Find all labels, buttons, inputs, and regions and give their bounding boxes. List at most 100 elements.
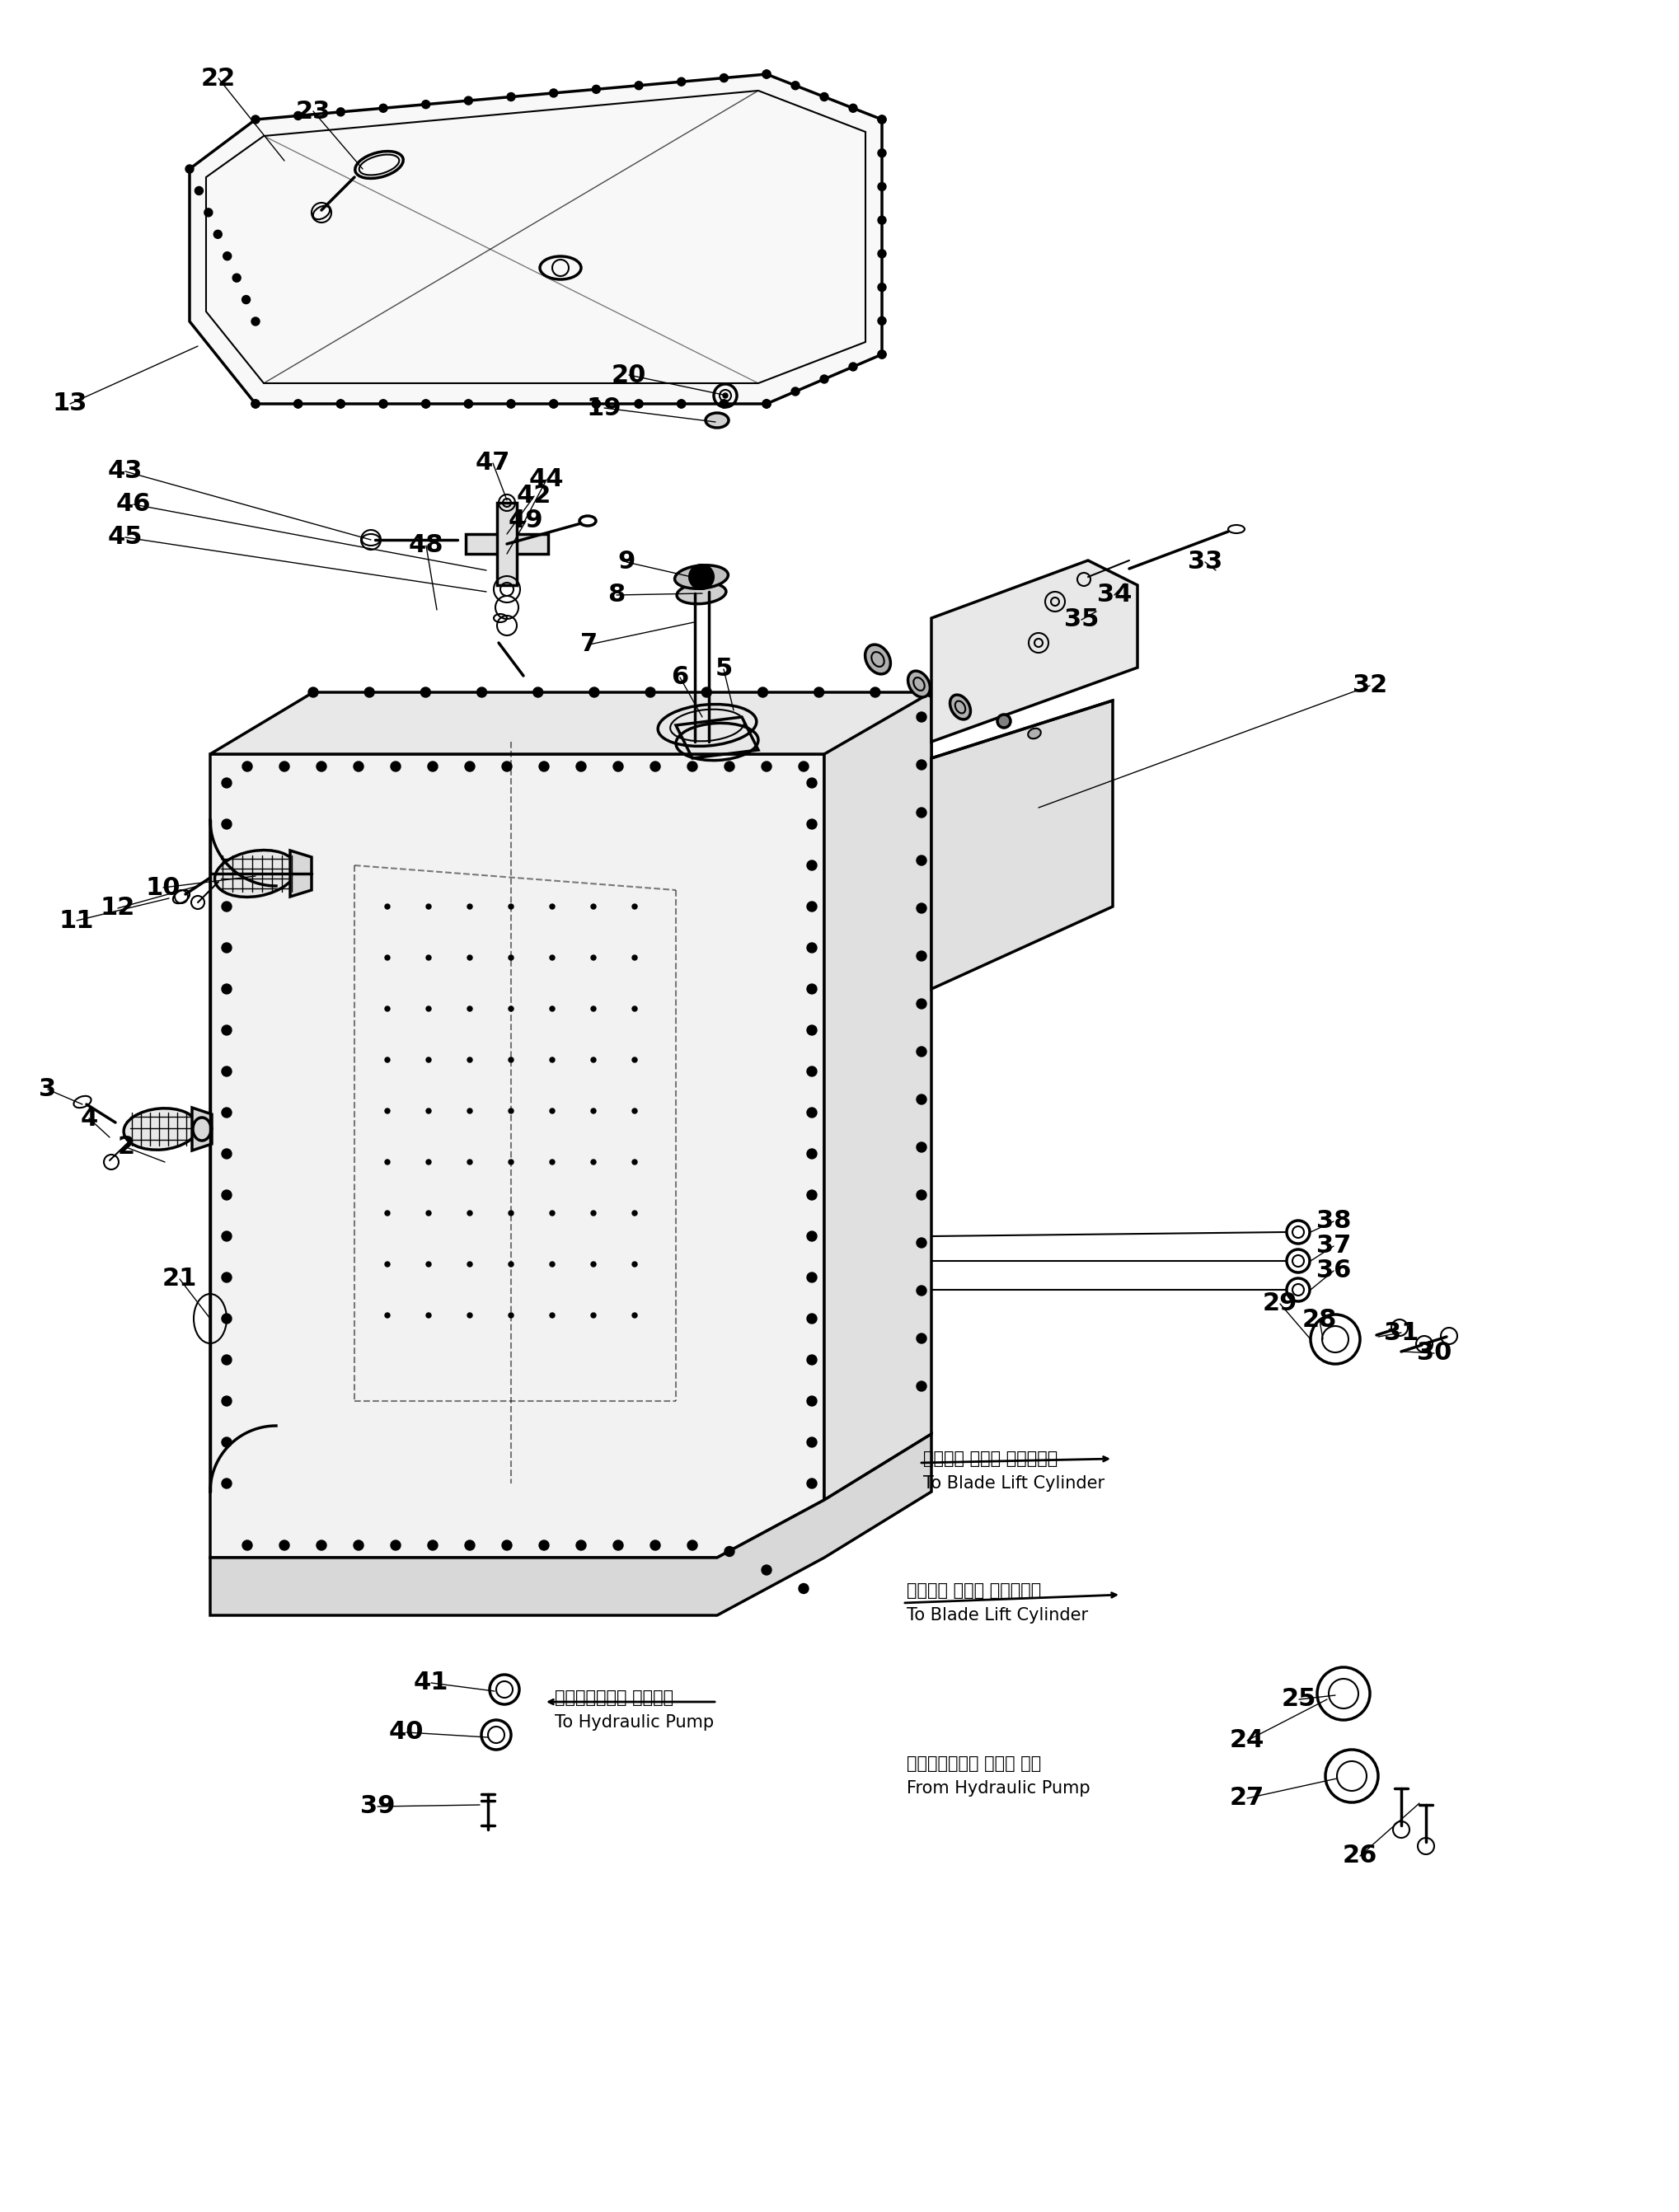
Circle shape — [426, 1057, 432, 1062]
Circle shape — [591, 1159, 596, 1164]
Circle shape — [222, 1148, 232, 1159]
Ellipse shape — [1028, 728, 1041, 739]
Circle shape — [677, 400, 685, 407]
Circle shape — [426, 1210, 432, 1217]
Circle shape — [591, 1057, 596, 1062]
Circle shape — [509, 1314, 514, 1318]
Text: 30: 30 — [1417, 1340, 1452, 1365]
Circle shape — [878, 217, 887, 223]
Circle shape — [808, 1314, 816, 1323]
Circle shape — [688, 564, 714, 588]
Circle shape — [591, 1314, 596, 1318]
Text: 48: 48 — [408, 533, 443, 557]
Circle shape — [532, 688, 542, 697]
Circle shape — [613, 761, 623, 772]
Circle shape — [467, 1006, 472, 1011]
Circle shape — [724, 394, 727, 398]
Text: To Blade Lift Cylinder: To Blade Lift Cylinder — [907, 1608, 1088, 1624]
Text: 31: 31 — [1383, 1321, 1419, 1345]
Circle shape — [762, 400, 771, 407]
Circle shape — [336, 400, 344, 407]
Circle shape — [421, 100, 430, 108]
Text: 41: 41 — [413, 1670, 448, 1694]
Circle shape — [762, 761, 771, 772]
Circle shape — [549, 956, 554, 960]
Circle shape — [252, 316, 260, 325]
Text: 10: 10 — [146, 876, 181, 900]
Circle shape — [465, 400, 472, 407]
Circle shape — [222, 1190, 232, 1199]
Circle shape — [791, 82, 799, 91]
Circle shape — [762, 400, 771, 407]
Circle shape — [364, 688, 374, 697]
Circle shape — [509, 1261, 514, 1267]
Circle shape — [549, 1159, 554, 1164]
Polygon shape — [210, 1433, 932, 1615]
Text: ブレード リフト シリンダへ: ブレード リフト シリンダへ — [907, 1582, 1041, 1599]
Circle shape — [354, 1540, 363, 1551]
Ellipse shape — [675, 566, 729, 588]
Circle shape — [502, 761, 512, 772]
Text: 27: 27 — [1229, 1787, 1264, 1809]
Circle shape — [391, 761, 401, 772]
Circle shape — [242, 1540, 252, 1551]
Text: 25: 25 — [1281, 1688, 1316, 1712]
Circle shape — [725, 1546, 734, 1557]
Circle shape — [633, 1314, 636, 1318]
Circle shape — [294, 111, 302, 119]
Circle shape — [720, 73, 729, 82]
Circle shape — [379, 104, 388, 113]
Circle shape — [195, 186, 203, 195]
Circle shape — [927, 688, 937, 697]
Text: To Hydraulic Pump: To Hydraulic Pump — [554, 1714, 714, 1730]
Text: ハイドロリック ポンプ から: ハイドロリック ポンプ から — [907, 1756, 1041, 1772]
Circle shape — [465, 97, 472, 104]
Text: 46: 46 — [116, 493, 151, 515]
Text: 19: 19 — [586, 396, 621, 420]
Circle shape — [222, 1232, 232, 1241]
Circle shape — [808, 1356, 816, 1365]
Circle shape — [477, 688, 487, 697]
Circle shape — [878, 115, 887, 124]
Circle shape — [549, 905, 554, 909]
Circle shape — [808, 1024, 816, 1035]
Circle shape — [808, 1148, 816, 1159]
Circle shape — [507, 93, 515, 102]
Circle shape — [687, 1540, 697, 1551]
Text: 40: 40 — [390, 1721, 423, 1745]
Circle shape — [549, 1057, 554, 1062]
Circle shape — [222, 1438, 232, 1447]
Circle shape — [878, 349, 887, 358]
Ellipse shape — [908, 670, 930, 697]
Polygon shape — [497, 502, 517, 586]
Circle shape — [509, 1057, 514, 1062]
Circle shape — [467, 1261, 472, 1267]
Circle shape — [702, 688, 712, 697]
Text: 20: 20 — [611, 363, 646, 387]
Circle shape — [384, 1210, 390, 1217]
Polygon shape — [290, 852, 312, 896]
Circle shape — [379, 400, 388, 407]
Circle shape — [222, 1066, 232, 1077]
Circle shape — [576, 761, 586, 772]
Circle shape — [467, 1057, 472, 1062]
Text: From Hydraulic Pump: From Hydraulic Pump — [907, 1781, 1090, 1796]
Circle shape — [294, 400, 302, 407]
Circle shape — [814, 688, 824, 697]
Polygon shape — [932, 560, 1137, 741]
Circle shape — [613, 1540, 623, 1551]
Text: ブレード リフト シリンダへ: ブレード リフト シリンダへ — [923, 1451, 1058, 1467]
Circle shape — [591, 1006, 596, 1011]
Circle shape — [426, 1159, 432, 1164]
Circle shape — [650, 761, 660, 772]
Circle shape — [917, 807, 927, 818]
Circle shape — [633, 956, 636, 960]
Circle shape — [917, 1285, 927, 1296]
Circle shape — [799, 1584, 809, 1593]
Text: 42: 42 — [517, 484, 552, 509]
Circle shape — [808, 1108, 816, 1117]
Circle shape — [591, 905, 596, 909]
Polygon shape — [190, 75, 881, 405]
Circle shape — [808, 1272, 816, 1283]
Circle shape — [222, 1108, 232, 1117]
